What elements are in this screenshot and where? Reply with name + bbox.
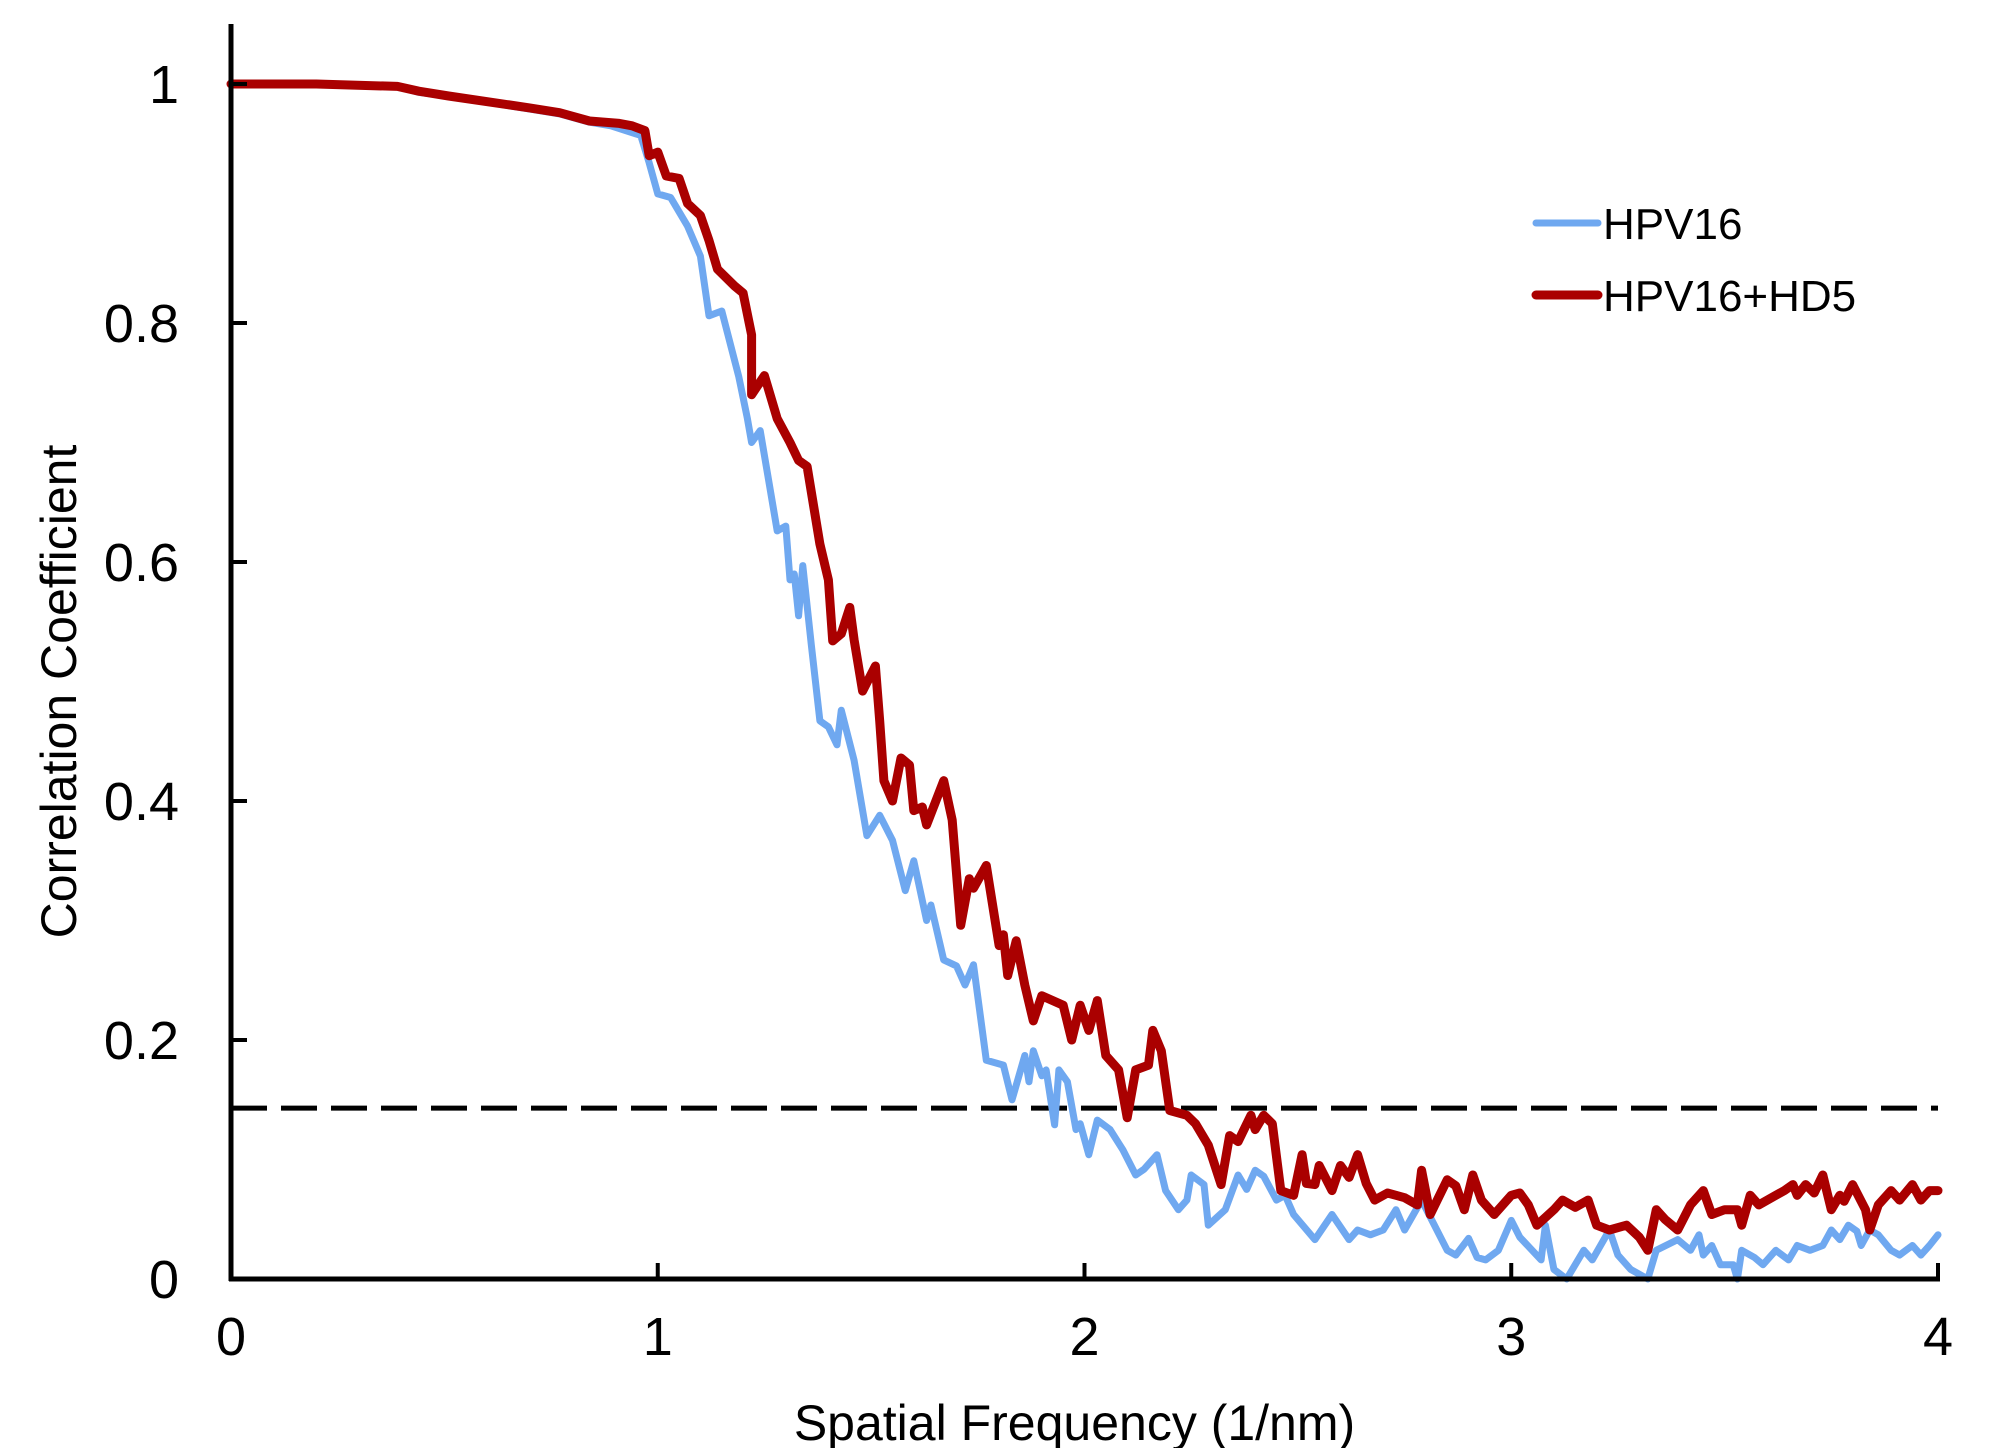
legend-item-hpv16: HPV16 bbox=[1532, 200, 1742, 249]
series-line-hpv16-hd5 bbox=[226, 79, 1943, 1255]
x-tick-label: 0 bbox=[216, 1307, 246, 1367]
y-tick-label: 0.2 bbox=[104, 1011, 179, 1071]
x-tick-label: 3 bbox=[1496, 1307, 1526, 1367]
series-layer bbox=[226, 79, 1943, 1283]
legend-label-hpv16: HPV16 bbox=[1603, 200, 1742, 249]
x-tick-label: 4 bbox=[1923, 1307, 1953, 1367]
series-line-hpv16 bbox=[227, 80, 1942, 1283]
legend-item-hpv16-hd5: HPV16+HD5 bbox=[1531, 272, 1856, 321]
y-tick-label: 0.6 bbox=[104, 533, 179, 593]
x-tick-label: 2 bbox=[1069, 1307, 1099, 1367]
legend: HPV16 HPV16+HD5 bbox=[1531, 200, 1856, 321]
ticks: 0 1 2 3 4 0 0.2 0.4 0.6 0.8 1 bbox=[104, 55, 1953, 1367]
y-tick-label: 0 bbox=[149, 1250, 179, 1310]
x-axis-title: Spatial Frequency (1/nm) bbox=[794, 1395, 1355, 1448]
y-tick-label: 0.8 bbox=[104, 294, 179, 354]
x-tick-label: 1 bbox=[643, 1307, 673, 1367]
legend-label-hpv16-hd5: HPV16+HD5 bbox=[1603, 272, 1856, 321]
y-tick-label: 1 bbox=[149, 55, 179, 115]
y-axis-title: Correlation Coefficient bbox=[31, 445, 87, 939]
y-tick-label: 0.4 bbox=[104, 772, 179, 832]
